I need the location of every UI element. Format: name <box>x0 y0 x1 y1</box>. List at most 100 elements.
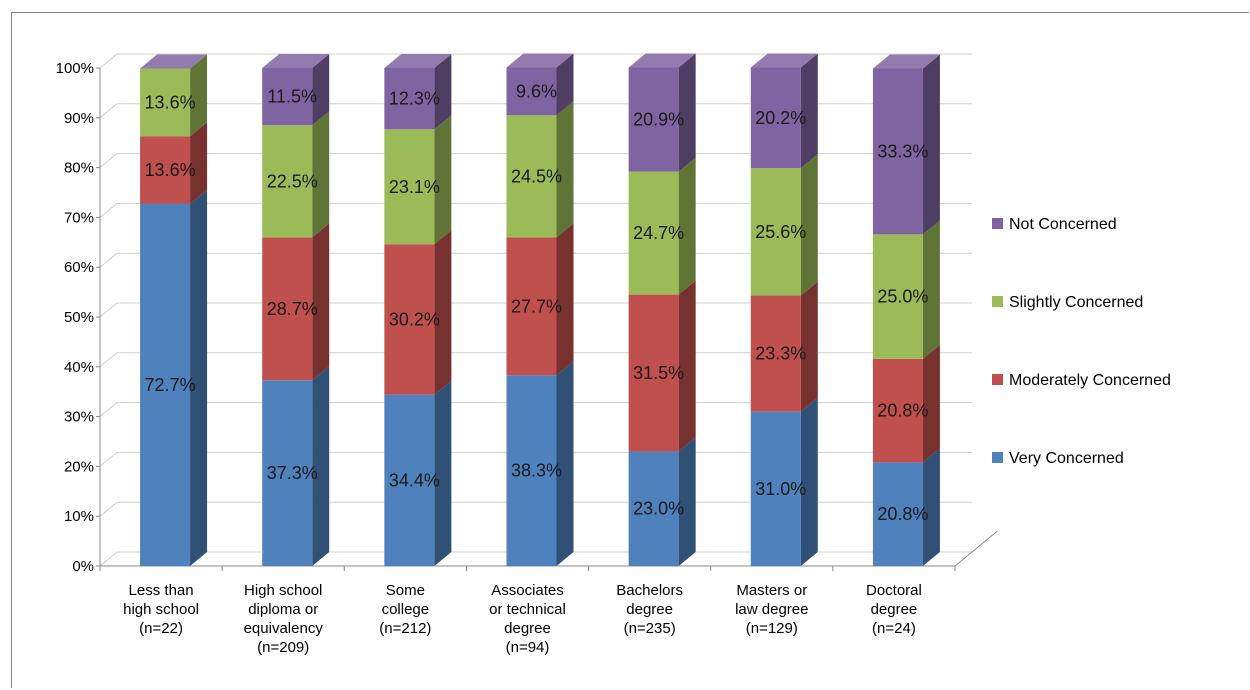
x-category-label-line: Doctoral <box>866 582 922 599</box>
bar-side <box>556 223 574 376</box>
bar-top <box>140 54 208 69</box>
y-tick-label: 100% <box>56 60 94 77</box>
bar-top <box>750 53 818 68</box>
data-label: 33.3% <box>877 141 928 161</box>
y-tick-label: 50% <box>64 309 94 326</box>
bar-side <box>678 157 696 295</box>
x-category-label-line: Less than <box>129 582 194 599</box>
floor-edge <box>954 530 998 567</box>
x-category-label-line: (n=209) <box>257 639 309 656</box>
legend: Not Concerned Slightly Concerned Moderatel… <box>992 216 1171 467</box>
legend-label: Not Concerned <box>1009 216 1117 233</box>
data-label: 24.7% <box>633 223 684 243</box>
bar-segment <box>384 394 435 566</box>
bar-segment <box>628 294 679 452</box>
y-tick-label: 90% <box>64 110 94 127</box>
bar-segment <box>506 237 557 376</box>
x-category-label-line: (n=129) <box>746 620 798 637</box>
data-label: 30.2% <box>389 309 440 329</box>
bar-side <box>190 189 208 567</box>
x-category-label-line: (n=94) <box>506 639 550 656</box>
bar-side <box>190 122 208 204</box>
gridline-depth <box>99 501 118 517</box>
bar-segment <box>750 411 801 566</box>
bar-top <box>872 54 940 69</box>
data-label: 38.3% <box>511 461 562 481</box>
x-category-label-line: Masters or <box>736 582 807 599</box>
bar-segment <box>506 67 557 116</box>
y-tick-label: 0% <box>72 558 94 575</box>
bar-segment <box>872 68 923 235</box>
x-category-label: Bachelors degree (n=235) <box>616 582 683 637</box>
data-label: 31.5% <box>633 363 684 383</box>
bar-side <box>922 448 940 566</box>
data-label: 72.7% <box>145 375 196 395</box>
data-label: 22.5% <box>267 171 318 191</box>
bar-top <box>628 53 696 68</box>
gridline-depth <box>99 352 118 368</box>
data-label: 13.6% <box>145 160 196 180</box>
data-labels: 72.7% 13.6% 13.6% 37.3% 28.7% 22.5% 11.5% 34.4%… <box>145 81 929 524</box>
x-category-label: Masters or law degree (n=129) <box>735 582 808 637</box>
bar-top <box>262 54 330 68</box>
data-label: 13.6% <box>145 92 196 112</box>
legend-label: Very Concerned <box>1009 450 1124 467</box>
x-category-label-line: Some <box>386 582 425 599</box>
bar-segment <box>262 125 313 238</box>
y-tick-label: 80% <box>64 160 94 177</box>
bar-segment <box>140 203 191 567</box>
data-label: 12.3% <box>389 89 440 109</box>
x-category-label-line: (n=212) <box>379 620 431 637</box>
x-category-label-line: degree <box>626 601 673 618</box>
bar-top <box>384 54 452 68</box>
x-category-label-line: Bachelors <box>616 582 683 599</box>
bar-side <box>556 361 574 566</box>
data-label: 23.3% <box>755 344 806 364</box>
bars <box>140 53 940 567</box>
chart-frame <box>11 12 1249 688</box>
y-tick-label: 10% <box>64 508 94 525</box>
x-category-label-line: High school <box>244 582 322 599</box>
bar-segment <box>872 462 923 566</box>
data-label: 23.1% <box>389 177 440 197</box>
x-category-label-line: (n=235) <box>624 620 676 637</box>
y-tick-label: 30% <box>64 409 94 426</box>
y-tick-label: 20% <box>64 458 94 475</box>
bar-top <box>506 53 574 68</box>
legend-swatch <box>992 296 1003 307</box>
x-category-label-line: Associates <box>491 582 564 599</box>
bar-segment <box>384 244 435 395</box>
bar-segment <box>750 295 801 412</box>
x-category-label-line: law degree <box>735 601 808 618</box>
data-label: 9.6% <box>516 81 557 101</box>
bar-side <box>800 281 818 412</box>
gridline-depth <box>99 203 118 218</box>
data-label: 24.5% <box>511 166 562 186</box>
bar-side <box>678 280 696 452</box>
gridline-depth <box>99 153 118 168</box>
bar-segment <box>628 67 679 172</box>
bar-segment <box>140 68 191 137</box>
data-label: 28.7% <box>267 299 318 319</box>
bar-side <box>434 115 452 245</box>
data-label: 11.5% <box>267 87 317 107</box>
x-category-label-line: equivalency <box>244 620 324 637</box>
bar-side <box>678 437 696 566</box>
x-category-label: Doctoral degree (n=24) <box>866 582 922 637</box>
gridline-depth <box>99 103 118 119</box>
bar-segment <box>628 451 679 566</box>
bar-segment <box>872 234 923 359</box>
bar-side <box>922 54 940 235</box>
data-label: 31.0% <box>755 479 806 499</box>
bar-segment <box>750 67 801 169</box>
bar-side <box>678 53 696 172</box>
x-category-label-line: high school <box>123 601 199 618</box>
x-category-label-line: college <box>382 601 430 618</box>
legend-swatch <box>992 452 1003 463</box>
bar-segment <box>506 115 557 238</box>
data-label: 20.9% <box>633 110 684 130</box>
x-category-label: Less than high school (n=22) <box>123 582 199 637</box>
data-label: 25.6% <box>755 222 806 242</box>
bar-side <box>800 397 818 566</box>
